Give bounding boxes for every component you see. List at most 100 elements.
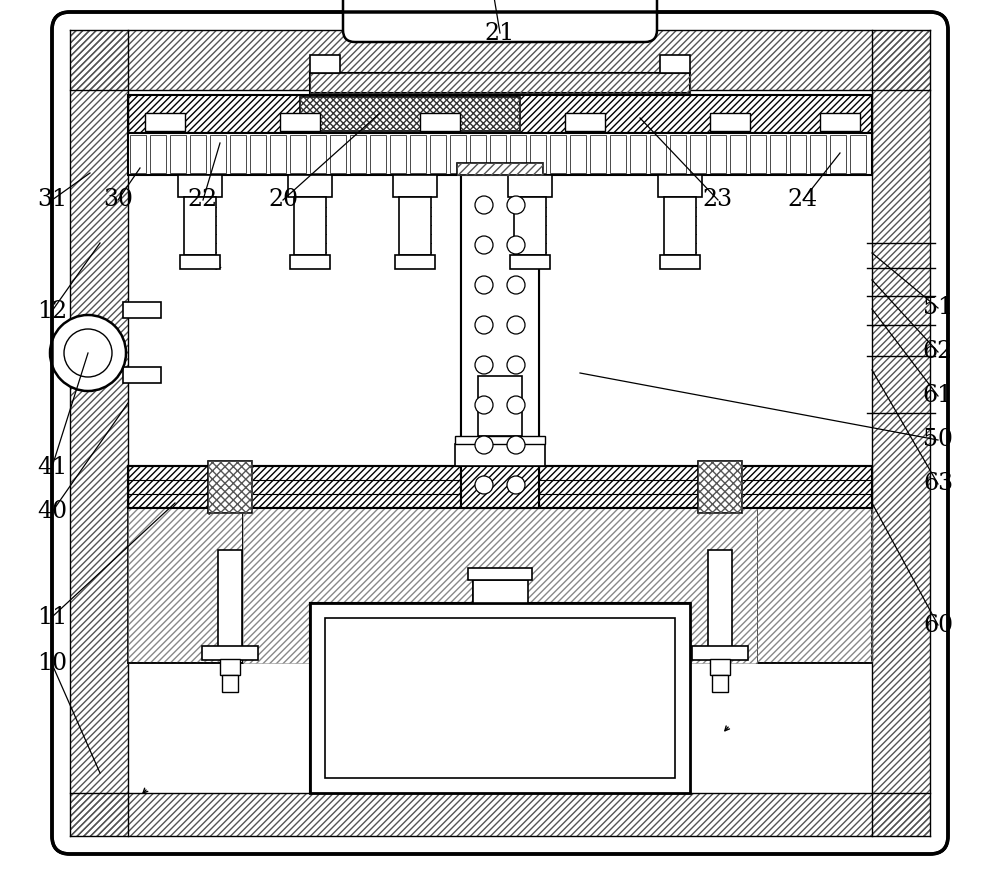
Bar xyxy=(513,436,519,444)
Circle shape xyxy=(475,236,493,254)
Bar xyxy=(465,436,471,444)
Text: 50: 50 xyxy=(923,429,953,452)
Bar xyxy=(430,135,446,173)
Bar xyxy=(288,175,332,197)
Bar xyxy=(461,175,539,508)
Bar xyxy=(399,197,431,255)
Bar xyxy=(658,175,702,197)
Bar xyxy=(280,113,320,131)
Circle shape xyxy=(50,315,126,391)
Text: 51: 51 xyxy=(923,296,953,320)
Bar xyxy=(310,603,690,793)
Bar xyxy=(184,197,216,255)
Bar xyxy=(218,550,242,650)
Bar xyxy=(830,135,846,173)
Text: 10: 10 xyxy=(37,653,67,675)
Bar xyxy=(790,135,806,173)
Bar xyxy=(395,255,435,269)
Circle shape xyxy=(507,356,525,374)
Bar xyxy=(128,95,872,133)
Bar xyxy=(468,568,532,580)
Bar xyxy=(145,113,185,131)
Bar xyxy=(510,135,526,173)
Bar xyxy=(390,135,406,173)
Bar xyxy=(190,135,206,173)
Circle shape xyxy=(507,396,525,414)
Bar xyxy=(692,646,748,660)
Circle shape xyxy=(475,196,493,214)
Bar xyxy=(770,135,786,173)
Bar xyxy=(690,135,706,173)
Bar xyxy=(393,175,437,197)
Bar xyxy=(481,436,487,444)
Circle shape xyxy=(475,436,493,454)
Bar xyxy=(290,135,306,173)
Bar xyxy=(270,135,286,173)
Bar xyxy=(660,55,690,73)
FancyBboxPatch shape xyxy=(52,12,948,854)
Bar xyxy=(330,135,346,173)
Bar xyxy=(660,255,700,269)
Bar xyxy=(290,255,330,269)
Bar xyxy=(123,302,161,318)
Bar xyxy=(489,436,495,444)
Text: 23: 23 xyxy=(703,188,733,212)
Bar xyxy=(130,135,146,173)
Bar xyxy=(128,508,243,663)
Bar xyxy=(473,436,479,444)
Bar xyxy=(243,508,757,663)
Text: 31: 31 xyxy=(37,188,67,212)
Bar xyxy=(310,135,326,173)
Circle shape xyxy=(507,196,525,214)
Bar xyxy=(664,197,696,255)
Bar xyxy=(670,135,686,173)
Circle shape xyxy=(64,329,112,377)
Bar xyxy=(230,135,246,173)
Bar xyxy=(508,175,552,197)
Bar xyxy=(750,135,766,173)
Bar xyxy=(529,436,535,444)
Bar xyxy=(810,135,826,173)
Bar xyxy=(490,135,506,173)
Bar xyxy=(150,135,166,173)
Bar xyxy=(497,436,503,444)
Text: 12: 12 xyxy=(37,299,67,322)
Bar xyxy=(350,135,366,173)
Text: 24: 24 xyxy=(788,188,818,212)
Bar xyxy=(250,135,266,173)
Bar xyxy=(550,135,566,173)
Bar xyxy=(208,461,252,513)
Text: 22: 22 xyxy=(188,188,218,212)
Bar xyxy=(123,367,161,383)
Bar xyxy=(178,175,222,197)
Bar xyxy=(478,376,522,436)
Bar xyxy=(420,113,460,131)
Text: 61: 61 xyxy=(923,385,953,407)
Circle shape xyxy=(475,316,493,334)
Bar xyxy=(850,135,866,173)
Text: 20: 20 xyxy=(268,188,298,212)
Bar xyxy=(505,436,511,444)
Text: 11: 11 xyxy=(37,605,67,629)
Bar xyxy=(710,659,730,675)
Text: 62: 62 xyxy=(923,340,953,363)
Bar xyxy=(300,97,520,131)
Bar xyxy=(180,255,220,269)
Circle shape xyxy=(475,276,493,294)
Bar xyxy=(455,444,545,466)
Bar xyxy=(294,197,326,255)
Bar xyxy=(820,113,860,131)
Bar xyxy=(570,135,586,173)
Bar xyxy=(325,618,675,778)
Circle shape xyxy=(507,316,525,334)
Bar xyxy=(730,135,746,173)
Bar xyxy=(222,675,238,692)
Bar xyxy=(514,197,546,255)
Circle shape xyxy=(475,476,493,494)
Bar xyxy=(470,135,486,173)
Bar xyxy=(457,436,463,444)
Circle shape xyxy=(507,276,525,294)
Circle shape xyxy=(507,236,525,254)
Bar xyxy=(712,675,728,692)
Text: 30: 30 xyxy=(103,188,133,212)
